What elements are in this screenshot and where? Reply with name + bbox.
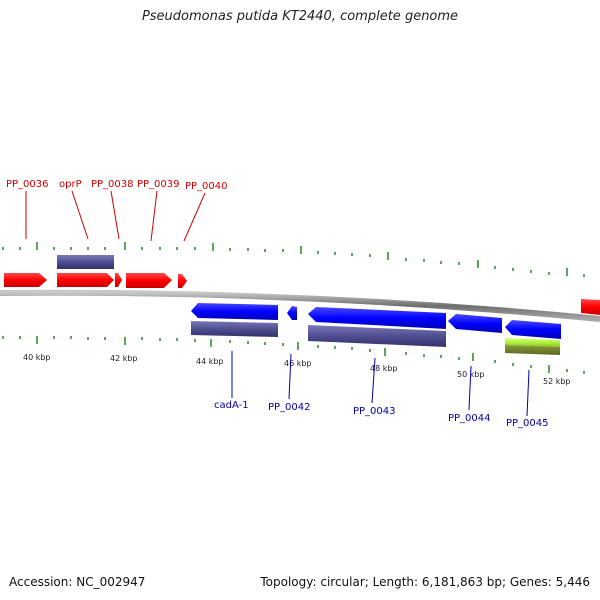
- gene-label-PP_0042[interactable]: PP_0042: [268, 402, 311, 413]
- forward-gene-labels: PP_0036 oprP PP_0038 PP_0039 PP_0040: [6, 179, 228, 192]
- gene-arrow-PP_0045[interactable]: [505, 320, 561, 339]
- gene-arrow-PP_0038[interactable]: [115, 273, 122, 287]
- gene-label-oprP[interactable]: oprP: [59, 179, 82, 190]
- reverse-gene-labels: cadA-1 PP_0042 PP_0043 PP_0044 PP_0045: [214, 400, 549, 429]
- forward-genes: [4, 273, 600, 315]
- gene-arrow-PP_0044[interactable]: [448, 314, 502, 333]
- gene-label-PP_0038[interactable]: PP_0038: [91, 179, 134, 190]
- feature-oprP-cds[interactable]: [57, 255, 114, 269]
- feature-PP_0045-base[interactable]: [505, 345, 560, 355]
- forward-label-leaders: [25, 190, 206, 242]
- reverse-label-leaders: [231, 351, 530, 417]
- gene-label-PP_0040[interactable]: PP_0040: [185, 181, 228, 192]
- reverse-features: [191, 321, 560, 355]
- gene-arrow-PP_0043[interactable]: [308, 307, 446, 329]
- feature-PP_0045-highlight[interactable]: [505, 338, 560, 347]
- gene-label-cadA-1[interactable]: cadA-1: [214, 400, 249, 411]
- ruler-label-42: 42 kbp: [110, 354, 138, 363]
- gene-arrow-PP_0042[interactable]: [287, 306, 297, 320]
- gene-arrow-PP_0036[interactable]: [4, 273, 47, 287]
- feature-cadA-1-cds[interactable]: [191, 321, 278, 337]
- gene-arrow-PP_0039[interactable]: [126, 273, 172, 288]
- gene-label-PP_0036[interactable]: PP_0036: [6, 179, 49, 190]
- accession-text: Accession: NC_002947: [9, 575, 146, 589]
- genome-summary-text: Topology: circular; Length: 6,181,863 bp…: [260, 575, 590, 589]
- gene-arrow-cadA-1[interactable]: [191, 303, 278, 320]
- ruler-label-40: 40 kbp: [23, 353, 51, 362]
- gene-arrow-offscreen-right[interactable]: [581, 299, 600, 315]
- reverse-genes: [191, 303, 561, 339]
- feature-PP_0043-cds[interactable]: [308, 325, 446, 347]
- gene-label-PP_0043[interactable]: PP_0043: [353, 406, 396, 417]
- ruler-label-44: 44 kbp: [196, 357, 224, 366]
- tick-marks-upper: [2, 242, 585, 277]
- ruler-label-48: 48 kbp: [370, 364, 398, 373]
- tick-marks-lower: [2, 336, 585, 374]
- ruler-label-46: 46 kbp: [284, 359, 312, 368]
- ruler-labels: 40 kbp 42 kbp 44 kbp 46 kbp 48 kbp 50 kb…: [23, 353, 571, 386]
- gene-label-PP_0044[interactable]: PP_0044: [448, 413, 491, 424]
- gene-arrow-oprP[interactable]: [57, 273, 114, 287]
- genome-backbone: [0, 289, 600, 322]
- gene-label-PP_0039[interactable]: PP_0039: [137, 179, 180, 190]
- gene-label-PP_0045[interactable]: PP_0045: [506, 418, 549, 429]
- ruler-label-52: 52 kbp: [543, 377, 571, 386]
- genome-title: Pseudomonas putida KT2440, complete geno…: [141, 9, 459, 24]
- gene-arrow-PP_0040[interactable]: [178, 274, 187, 288]
